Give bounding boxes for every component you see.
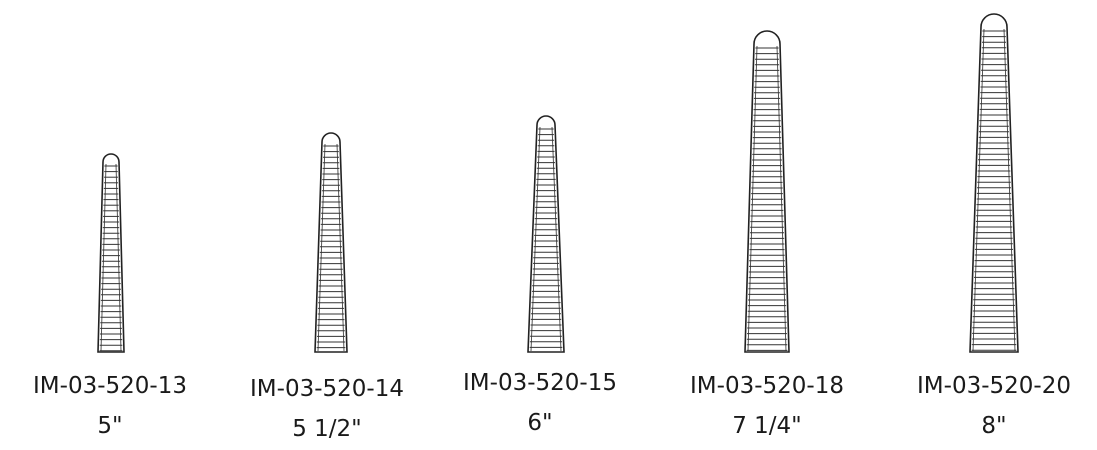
instrument-caption: IM-03-520-15 6" bbox=[445, 367, 635, 439]
jaw-inner-edge bbox=[972, 28, 985, 352]
catalog-code: IM-03-520-18 bbox=[690, 373, 844, 399]
jaw-inner-edge bbox=[336, 143, 345, 352]
jaw-inner-edge bbox=[115, 163, 122, 352]
jaw-inner-edge bbox=[1003, 28, 1016, 352]
instrument-length: 6" bbox=[527, 410, 553, 436]
jaw-outline bbox=[527, 115, 565, 353]
instrument-length: 5" bbox=[97, 413, 123, 439]
instrument-length: 5 1/2" bbox=[292, 416, 362, 442]
clamp-jaw-drawing bbox=[314, 132, 348, 353]
instrument-caption: IM-03-520-13 5" bbox=[15, 370, 205, 442]
catalog-code: IM-03-520-20 bbox=[917, 373, 1071, 399]
clamp-jaw-drawing bbox=[527, 115, 565, 353]
jaw-inner-edge bbox=[317, 143, 326, 352]
catalog-code: IM-03-520-14 bbox=[250, 376, 404, 402]
instrument-length: 8" bbox=[981, 413, 1007, 439]
clamp-jaw-drawing bbox=[97, 153, 125, 353]
instrument-caption: IM-03-520-18 7 1/4" bbox=[672, 370, 862, 442]
instrument-length: 7 1/4" bbox=[732, 413, 802, 439]
instrument-caption: IM-03-520-20 8" bbox=[899, 370, 1089, 442]
jaw-inner-edge bbox=[100, 163, 107, 352]
catalog-code: IM-03-520-15 bbox=[463, 370, 617, 396]
instrument-caption: IM-03-520-14 5 1/2" bbox=[232, 373, 422, 445]
jaw-outline bbox=[744, 30, 790, 353]
catalog-code: IM-03-520-13 bbox=[33, 373, 187, 399]
clamp-jaw-drawing bbox=[744, 30, 790, 353]
clamp-jaw-drawing bbox=[969, 13, 1019, 353]
